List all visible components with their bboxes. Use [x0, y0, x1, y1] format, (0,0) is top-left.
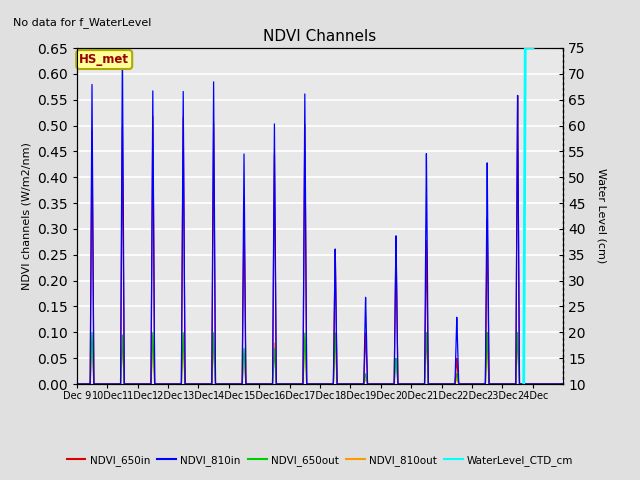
Title: NDVI Channels: NDVI Channels	[264, 29, 376, 44]
Y-axis label: NDVI channels (W/m2/nm): NDVI channels (W/m2/nm)	[22, 142, 31, 290]
Y-axis label: Water Level (cm): Water Level (cm)	[596, 168, 607, 264]
Text: HS_met: HS_met	[79, 53, 129, 66]
Text: No data for f_WaterLevel: No data for f_WaterLevel	[13, 17, 151, 28]
Legend: NDVI_650in, NDVI_810in, NDVI_650out, NDVI_810out, WaterLevel_CTD_cm: NDVI_650in, NDVI_810in, NDVI_650out, NDV…	[63, 451, 577, 470]
